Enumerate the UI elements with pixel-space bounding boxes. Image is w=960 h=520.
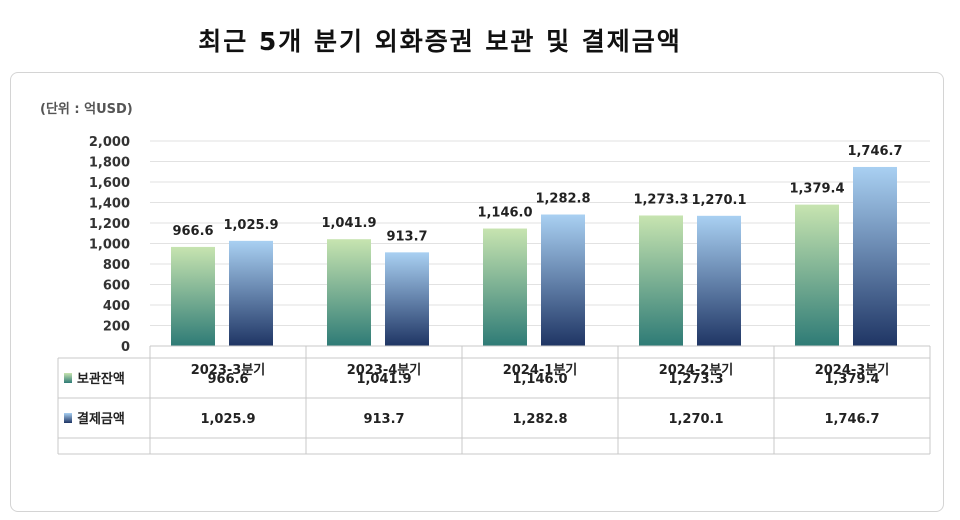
data-labels: 966.6 1,025.9 1,041.9 913.7 1,146.01,282.8 1,…	[172, 144, 902, 244]
y-tick-label: 2,000	[89, 135, 130, 150]
data-label: 1,379.4	[789, 182, 844, 197]
y-tick-label: 600	[103, 279, 130, 294]
y-tick-label: 1,000	[89, 238, 130, 253]
x-tick-label: 2024-3분기	[815, 363, 890, 378]
data-label: 913.7	[386, 229, 427, 244]
table-cell: 1,041.9	[356, 372, 411, 387]
bar-custody	[795, 204, 839, 346]
chart-frame	[10, 72, 944, 512]
table-cell: 1,746.7	[824, 412, 879, 427]
table-cell: 966.6	[207, 372, 248, 387]
y-tick-label: 400	[103, 299, 130, 314]
table-cell: 1,282.8	[512, 412, 567, 427]
unit-label: (단위 : 억USD)	[40, 102, 133, 117]
bar-custody	[639, 215, 683, 346]
y-tick-label: 200	[103, 320, 130, 335]
data-label: 1,282.8	[535, 192, 590, 207]
bar-custody	[327, 239, 371, 346]
x-tick-label: 2023-3분기	[191, 363, 266, 378]
bar-settlement	[697, 215, 741, 346]
bar-custody	[171, 246, 215, 346]
data-label: 1,273.3	[633, 192, 688, 207]
bar-settlement	[541, 214, 585, 346]
y-tick-label: 800	[103, 258, 130, 273]
data-table: 2023-3분기 2023-4분기 2024-1분기 2024-2분기 2024-3분기…	[57, 345, 931, 455]
table-cell: 1,379.4	[824, 372, 879, 387]
legend-key	[64, 413, 72, 423]
y-tick-label: 0	[121, 340, 130, 355]
y-tick-label: 1,600	[89, 176, 130, 191]
table-cell: 1,025.9	[200, 412, 255, 427]
bars	[171, 166, 897, 346]
table-cell: 1,273.3	[668, 372, 723, 387]
bar-custody	[483, 228, 527, 346]
chart-title: 최근 5개 분기 외화증권 보관 및 결제금액	[198, 27, 682, 56]
legend-label: 결제금액	[77, 411, 125, 427]
data-label: 1,146.0	[477, 206, 532, 221]
data-label: 1,041.9	[321, 216, 376, 231]
data-label: 966.6	[172, 224, 213, 239]
legend-label: 보관잔액	[77, 371, 125, 387]
bar-settlement	[229, 240, 273, 346]
data-label: 1,025.9	[223, 218, 278, 233]
bar-settlement	[853, 166, 897, 346]
y-axis: 0 200 400 600 800 1,000 1,200 1,400 1,600 1,800 2,…	[89, 135, 130, 355]
data-label: 1,270.1	[691, 193, 746, 208]
y-tick-label: 1,800	[89, 156, 130, 171]
table-cell: 913.7	[363, 412, 404, 427]
x-tick-label: 2023-4분기	[347, 363, 422, 378]
table-cell: 1,270.1	[668, 412, 723, 427]
bar-settlement	[385, 252, 429, 346]
x-tick-label: 2024-1분기	[503, 363, 578, 378]
data-label: 1,746.7	[847, 144, 902, 159]
table-cell: 1,146.0	[512, 372, 567, 387]
y-tick-label: 1,400	[89, 197, 130, 212]
y-tick-label: 1,200	[89, 217, 130, 232]
legend-key	[64, 373, 72, 383]
x-tick-label: 2024-2분기	[659, 363, 734, 378]
